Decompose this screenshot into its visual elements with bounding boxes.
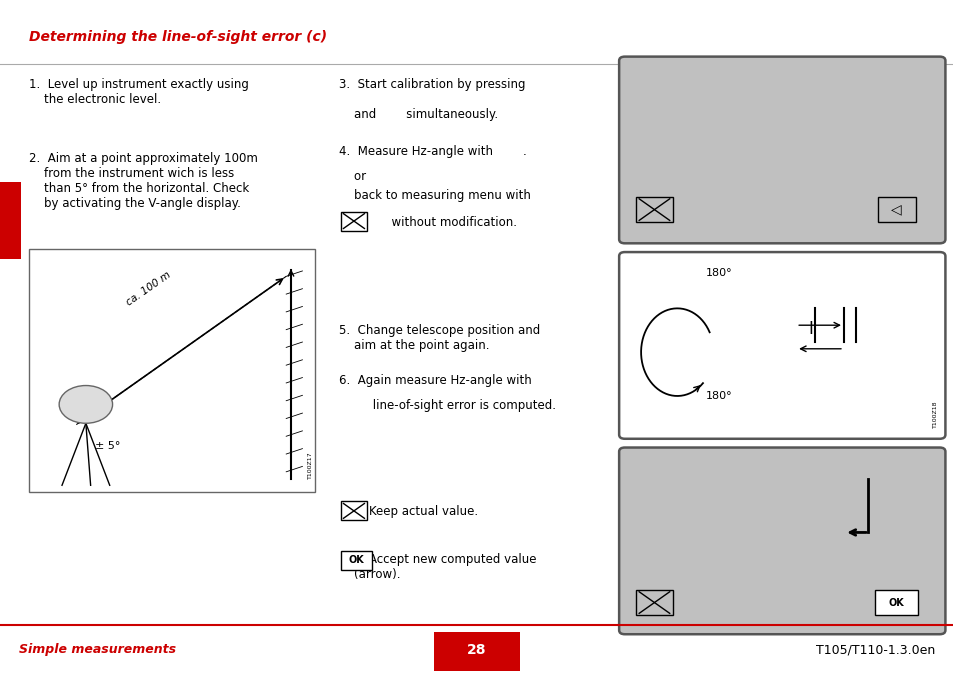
Bar xyxy=(877,197,915,222)
Text: 3.  Start calibration by pressing: 3. Start calibration by pressing xyxy=(338,78,524,90)
Text: or: or xyxy=(338,170,365,183)
Text: ca. 100 m: ca. 100 m xyxy=(124,270,172,307)
Text: ± 5°: ± 5° xyxy=(95,441,121,452)
Text: Accept new computed value
    (arrow).: Accept new computed value (arrow). xyxy=(338,553,536,581)
Bar xyxy=(434,632,519,671)
Text: ◁: ◁ xyxy=(890,203,902,216)
Text: and        simultaneously.: and simultaneously. xyxy=(338,108,497,121)
Bar xyxy=(636,590,672,615)
Text: 5.  Change telescope position and
    aim at the point again.: 5. Change telescope position and aim at … xyxy=(338,324,539,352)
Bar xyxy=(340,501,367,520)
Text: I: I xyxy=(807,319,812,338)
Bar xyxy=(636,197,672,222)
Text: Simple measurements: Simple measurements xyxy=(19,643,176,656)
Text: 28: 28 xyxy=(467,643,486,656)
Text: T105/T110-1.3.0en: T105/T110-1.3.0en xyxy=(815,643,934,656)
Bar xyxy=(874,590,917,615)
Text: 4.  Measure Hz-angle with        .: 4. Measure Hz-angle with . xyxy=(338,145,526,158)
Text: 180°: 180° xyxy=(705,268,732,278)
Circle shape xyxy=(59,386,112,423)
FancyBboxPatch shape xyxy=(618,448,944,634)
Bar xyxy=(340,551,372,570)
Text: back to measuring menu with: back to measuring menu with xyxy=(338,189,530,202)
Bar xyxy=(29,249,314,492)
Text: Keep actual value.: Keep actual value. xyxy=(338,506,477,518)
Text: 2.  Aim at a point approximately 100m
    from the instrument wich is less
    t: 2. Aim at a point approximately 100m fro… xyxy=(29,152,257,210)
Text: OK: OK xyxy=(887,598,903,607)
Text: without modification.: without modification. xyxy=(338,216,517,228)
Text: 1.  Level up instrument exactly using
    the electronic level.: 1. Level up instrument exactly using the… xyxy=(29,78,248,106)
Text: 180°: 180° xyxy=(705,391,732,401)
Text: line-of-sight error is computed.: line-of-sight error is computed. xyxy=(338,399,555,412)
Text: 6.  Again measure Hz-angle with: 6. Again measure Hz-angle with xyxy=(338,374,531,387)
Bar xyxy=(340,212,367,231)
Text: OK: OK xyxy=(348,555,364,565)
Bar xyxy=(0,182,21,259)
FancyBboxPatch shape xyxy=(618,252,944,439)
Text: Determining the line-of-sight error (c): Determining the line-of-sight error (c) xyxy=(29,30,326,44)
Text: T100Z18: T100Z18 xyxy=(932,400,938,428)
FancyBboxPatch shape xyxy=(618,57,944,243)
Text: T100Z17: T100Z17 xyxy=(307,451,313,479)
